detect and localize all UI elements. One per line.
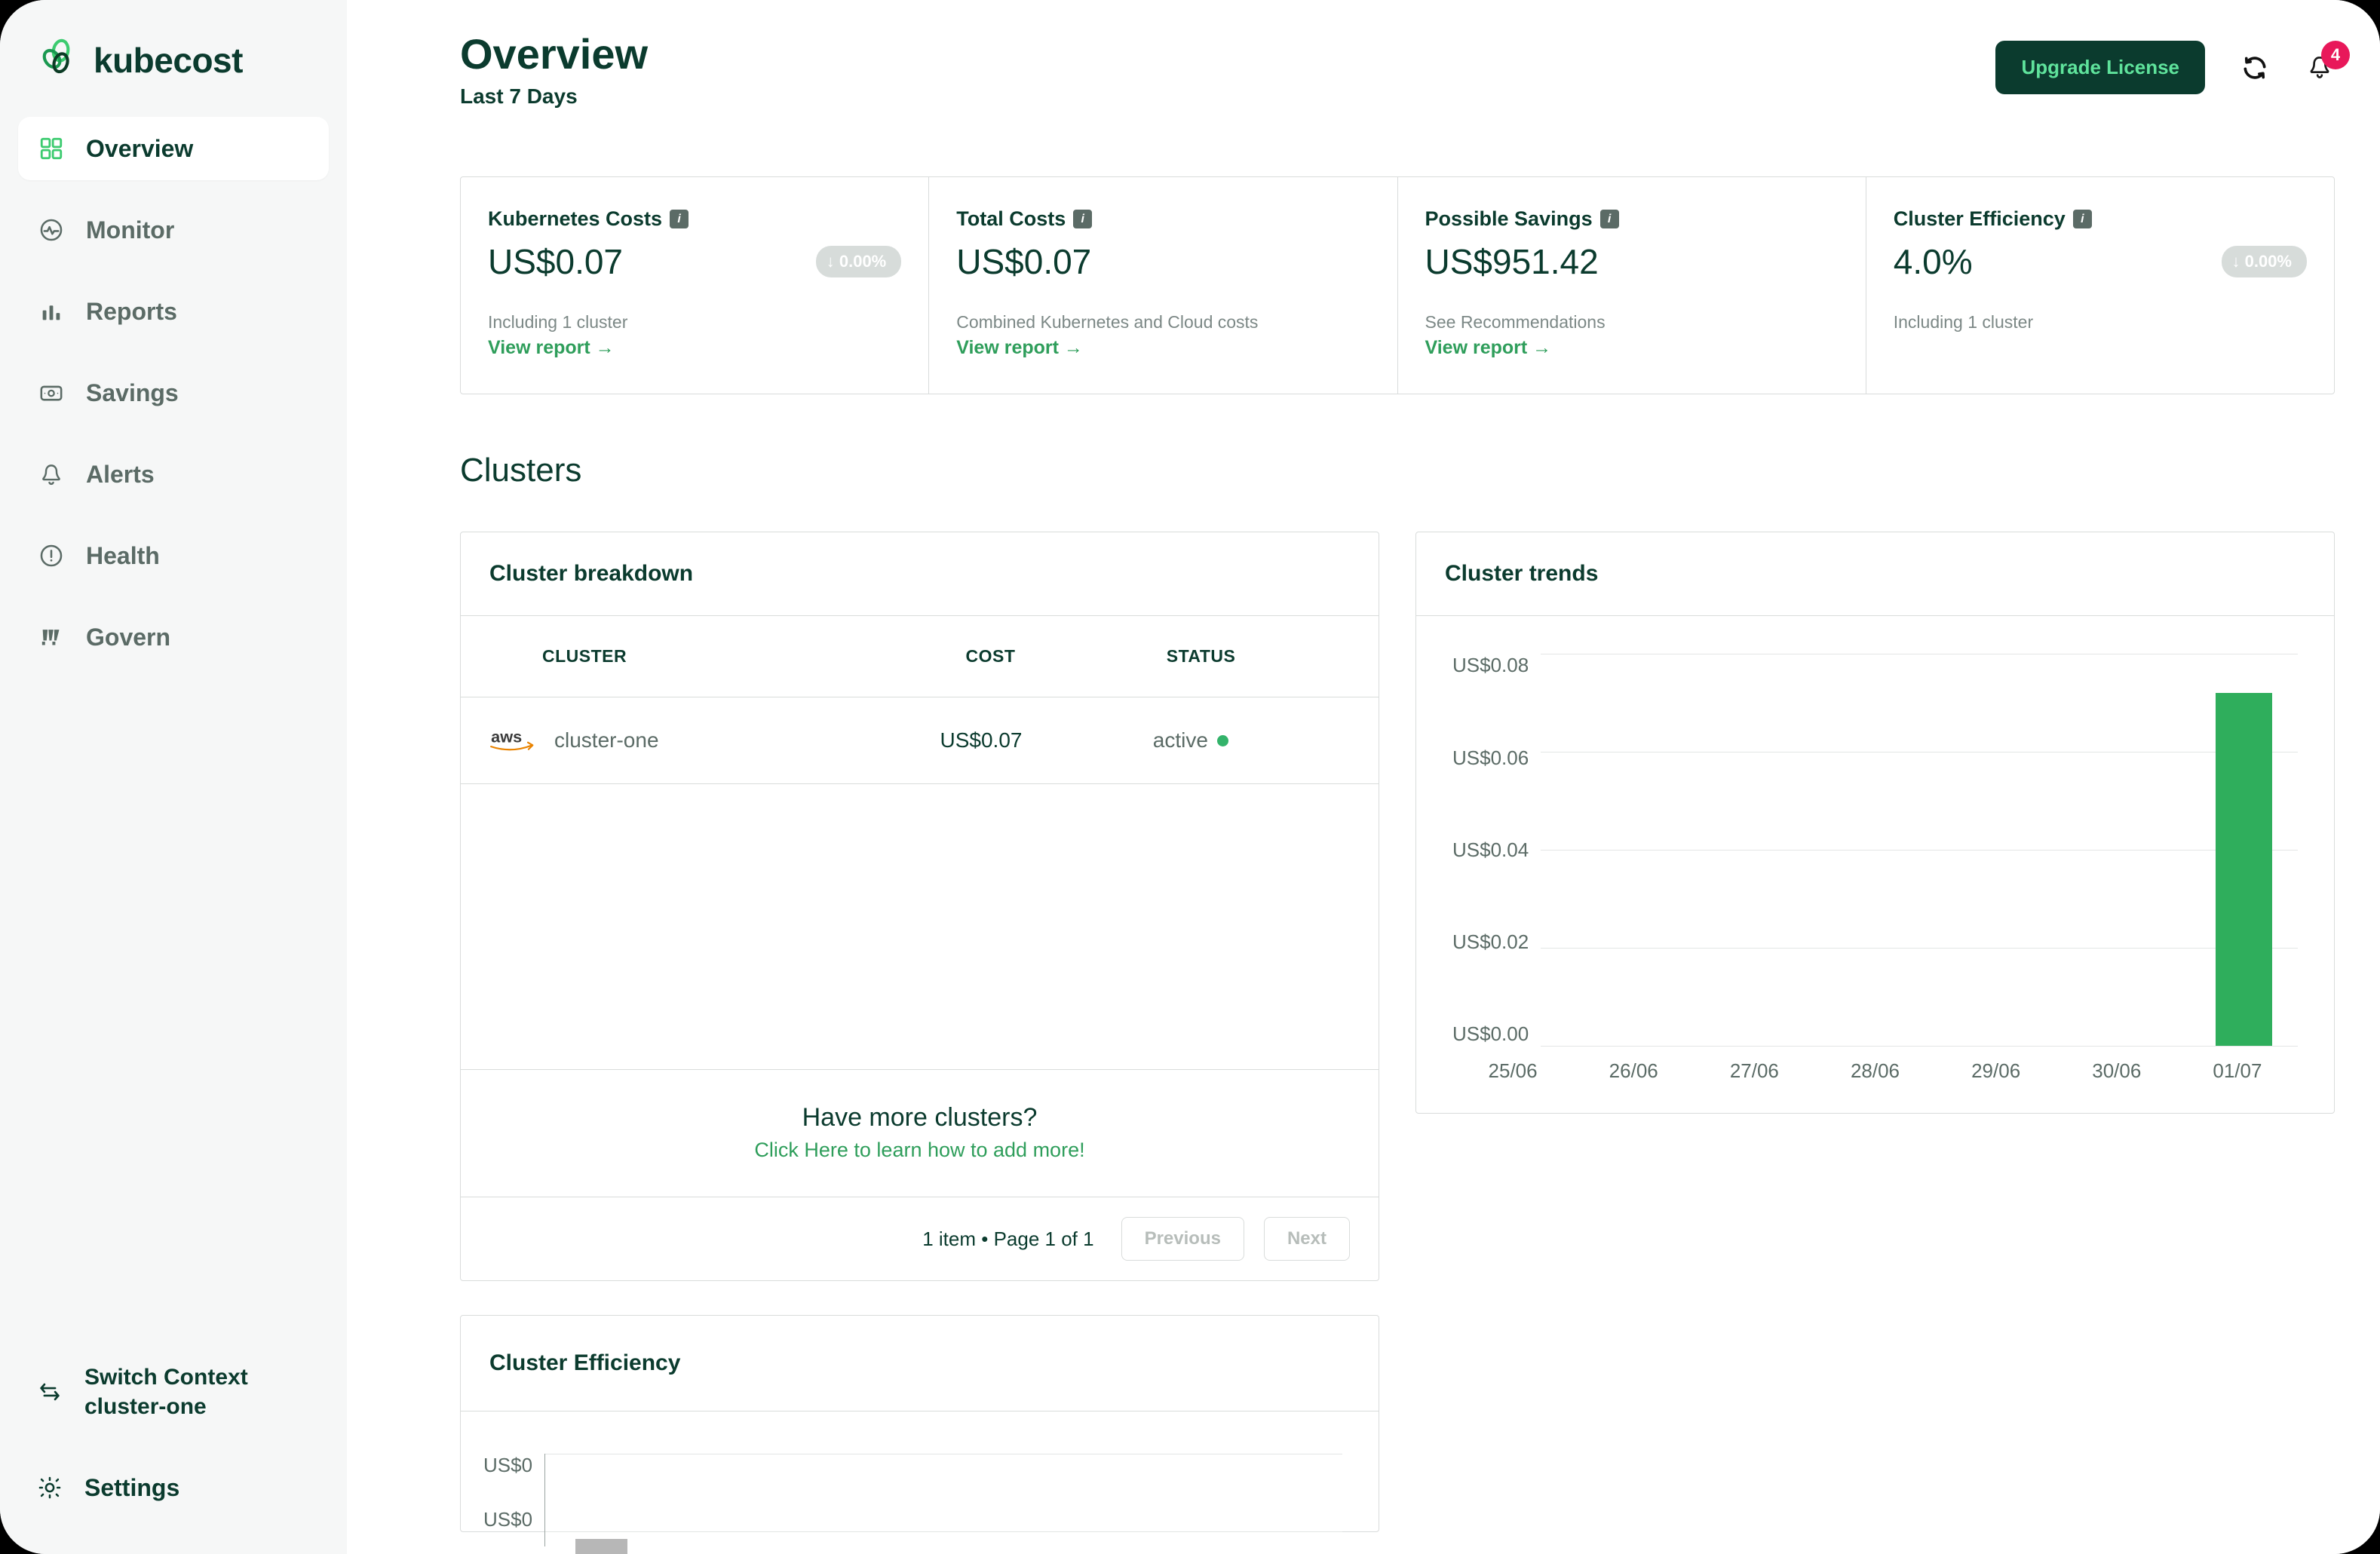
svg-text:aws: aws: [491, 728, 522, 746]
